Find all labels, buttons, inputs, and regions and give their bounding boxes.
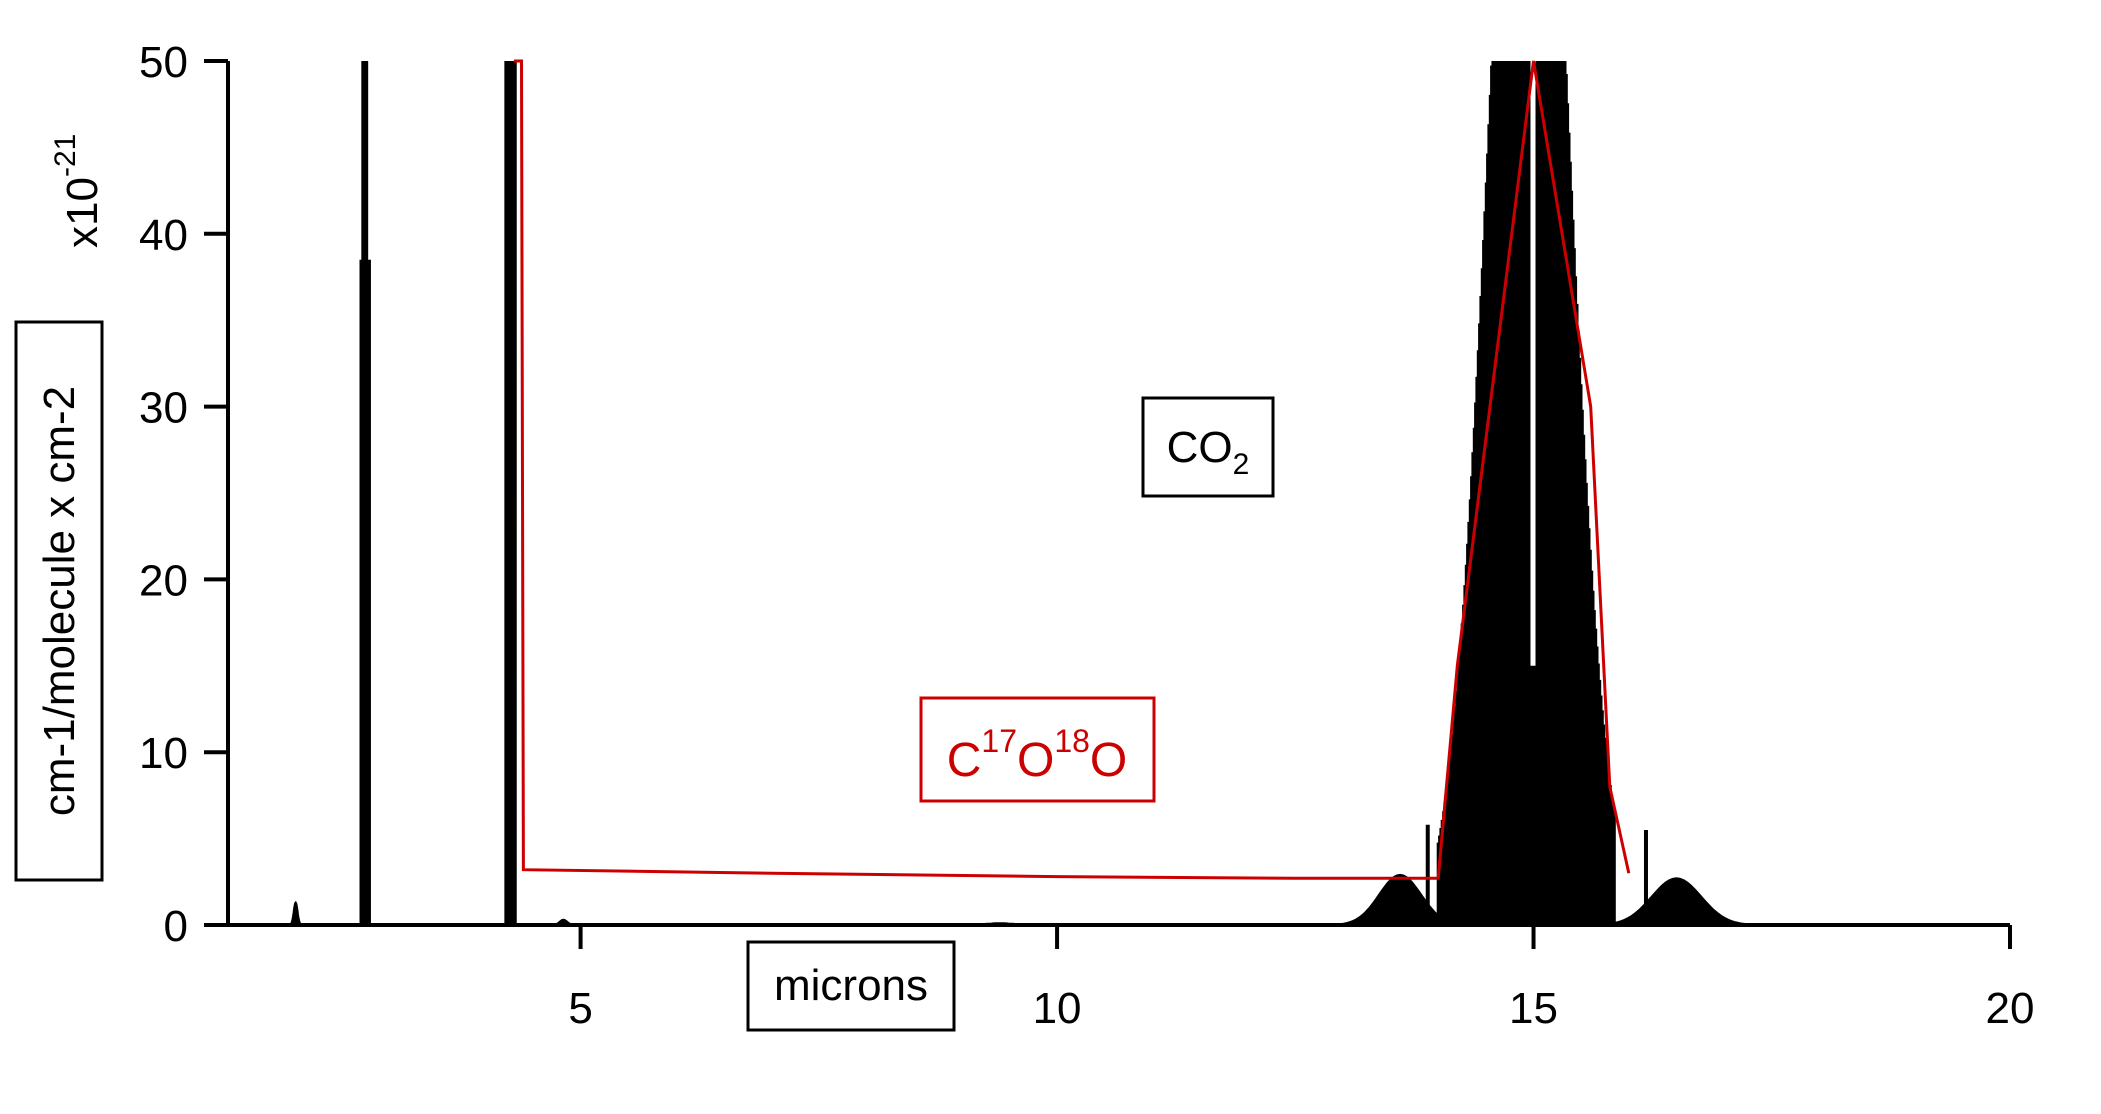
y-tick-label: 30 xyxy=(139,384,188,433)
co2-annotation: CO2 xyxy=(1167,423,1250,481)
xlabel-box xyxy=(746,940,956,1032)
y-tick-label: 10 xyxy=(139,729,188,778)
y-scale-exponent: -21 xyxy=(49,134,82,177)
y-tick-label: 20 xyxy=(139,556,188,605)
y-tick-label: 50 xyxy=(139,38,188,87)
x-axis-label: microns xyxy=(774,961,928,1010)
co2-band-peak xyxy=(1602,877,1751,926)
y-tick-label: 0 xyxy=(164,902,188,951)
x-tick-label: 15 xyxy=(1509,984,1558,1033)
series-line-c17o18o xyxy=(513,59,1631,880)
x-tick-label: 20 xyxy=(1986,984,2035,1033)
co2-band-comb xyxy=(1436,61,1616,925)
x-tick-label: 10 xyxy=(1033,984,1082,1033)
axes: 0 10 20 30 40 50 5 10 15 20 xyxy=(139,38,2034,1033)
x-tick-label: 5 xyxy=(568,984,592,1033)
co2-annotation-box xyxy=(1141,396,1275,498)
y-axis-label: cm-1/molecule x cm-2 xyxy=(35,386,84,816)
series-co2 xyxy=(232,61,2010,927)
co2-band-peak xyxy=(286,900,305,926)
c17o18o-annotation-box xyxy=(919,696,1156,803)
c17o18o-annotation: C17O18O xyxy=(947,723,1128,787)
ylabel-box xyxy=(14,320,104,882)
y-scale-label: x10-21 xyxy=(49,134,107,248)
plot-area xyxy=(232,59,2010,927)
co2-band-block xyxy=(504,61,517,925)
y-tick-label: 40 xyxy=(139,211,188,260)
